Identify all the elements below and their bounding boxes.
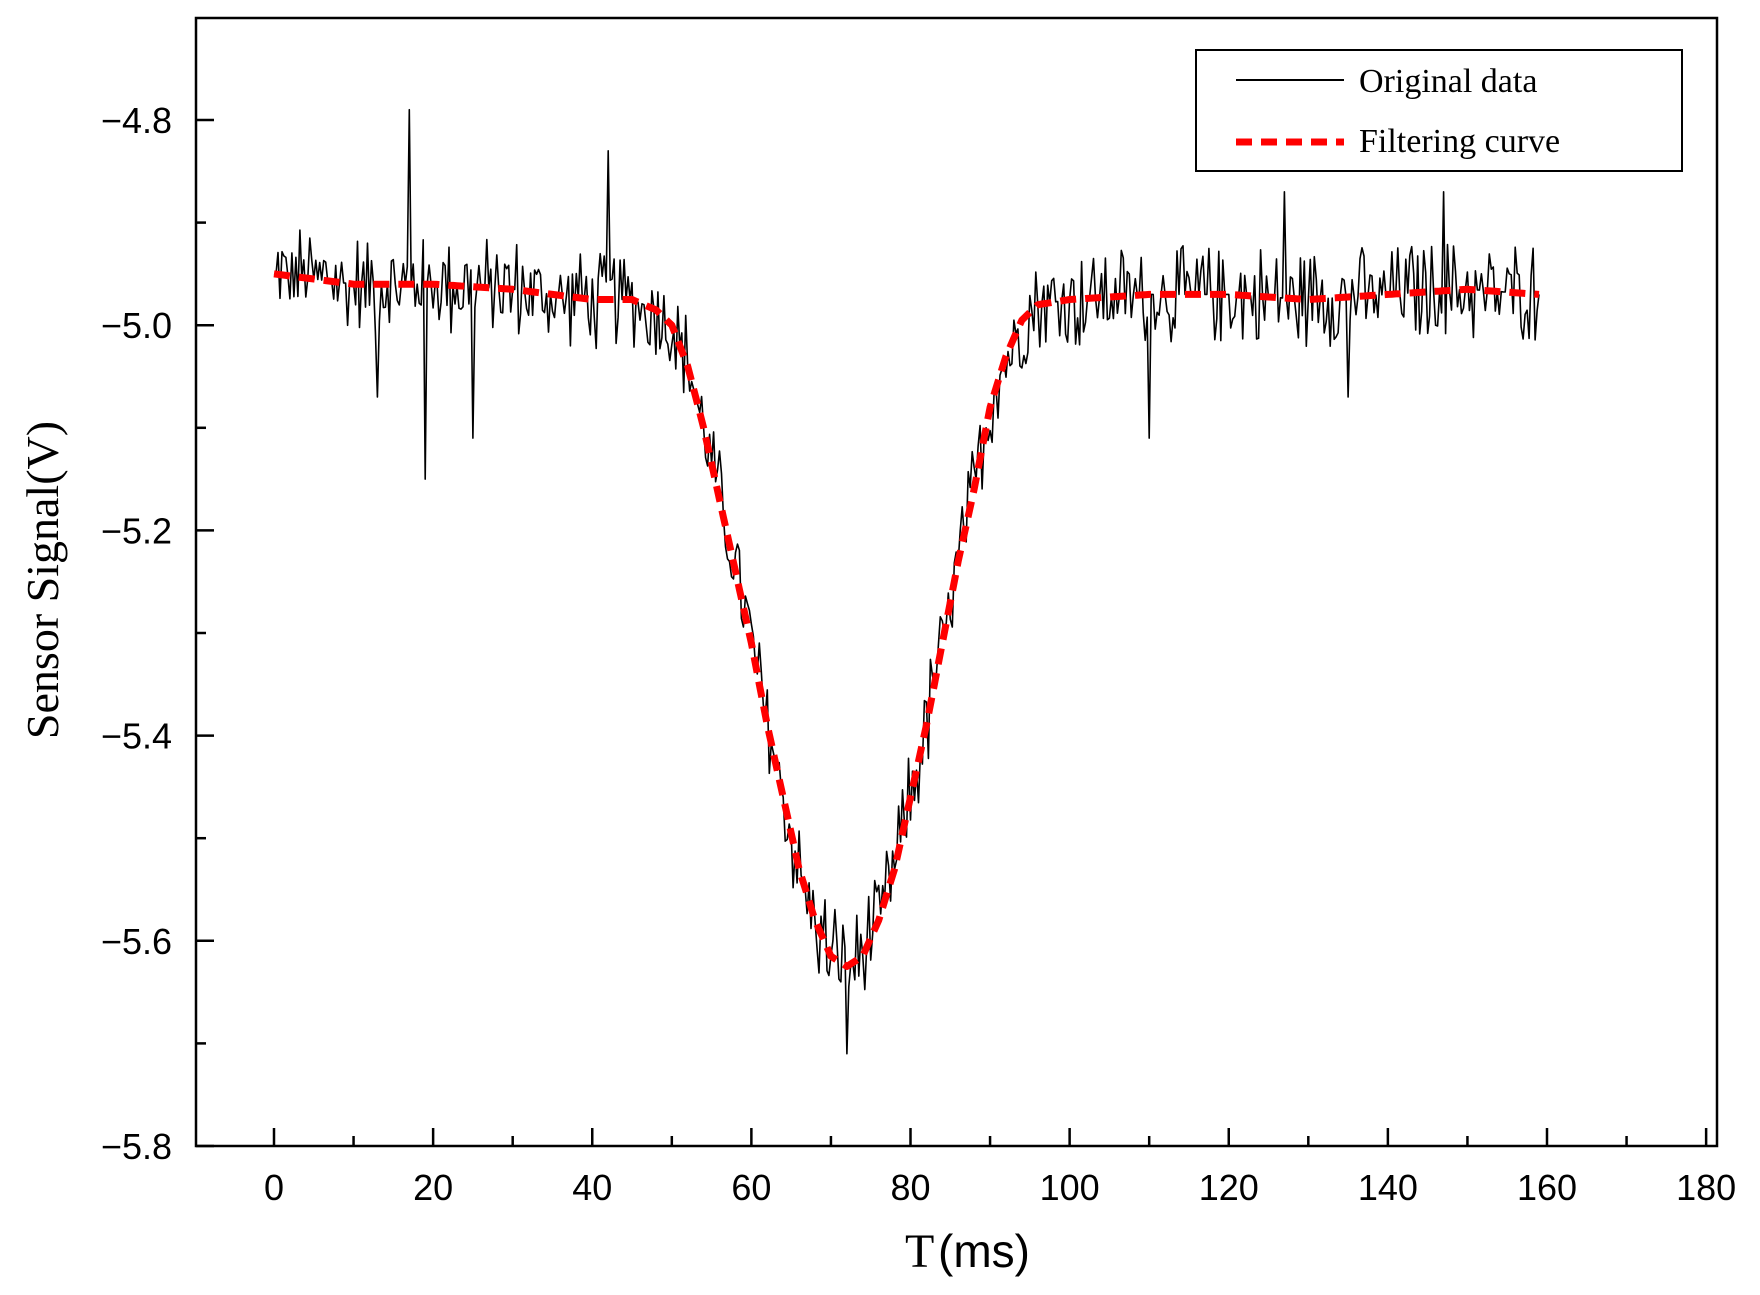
y-axis-title: Sensor Signal(V): [17, 421, 68, 739]
x-tick-label-60: 60: [731, 1167, 771, 1208]
y-tick-label-1: −5.6: [101, 921, 172, 962]
x-tick-label-140: 140: [1358, 1167, 1418, 1208]
legend-box: [1195, 49, 1683, 172]
x-tick-label-120: 120: [1199, 1167, 1259, 1208]
ticks-layer: 0 20 40 60 80 100 120 140 160 180 −5.8 −5.6 −5.4 −5.2…: [101, 100, 1736, 1208]
x-tick-label-80: 80: [890, 1167, 930, 1208]
legend-label-filtering-curve: Filtering curve: [1359, 123, 1560, 160]
series-layer: [273, 108, 1540, 1055]
series-filtering-curve: [273, 270, 1540, 970]
x-axis-title: T (ms): [905, 1225, 1030, 1278]
legend: Original data Filtering curve: [1195, 49, 1683, 172]
x-tick-label-0: 0: [264, 1167, 284, 1208]
x-axis-title-unit: (ms): [938, 1225, 1030, 1277]
y-tick-label-3: −5.2: [101, 510, 172, 551]
x-tick-label-100: 100: [1040, 1167, 1100, 1208]
y-tick-label-5: −4.8: [101, 100, 172, 141]
y-tick-label-2: −5.4: [101, 716, 172, 757]
x-axis-title-main: T: [905, 1225, 934, 1278]
x-tick-label-40: 40: [572, 1167, 612, 1208]
y-tick-label-0: −5.8: [101, 1126, 172, 1167]
x-tick-label-180: 180: [1676, 1167, 1736, 1208]
legend-label-original-data: Original data: [1359, 63, 1537, 100]
y-tick-label-4: −5.0: [101, 305, 172, 346]
x-tick-label-20: 20: [413, 1167, 453, 1208]
plot-frame: [194, 16, 1719, 1148]
x-tick-label-160: 160: [1517, 1167, 1577, 1208]
